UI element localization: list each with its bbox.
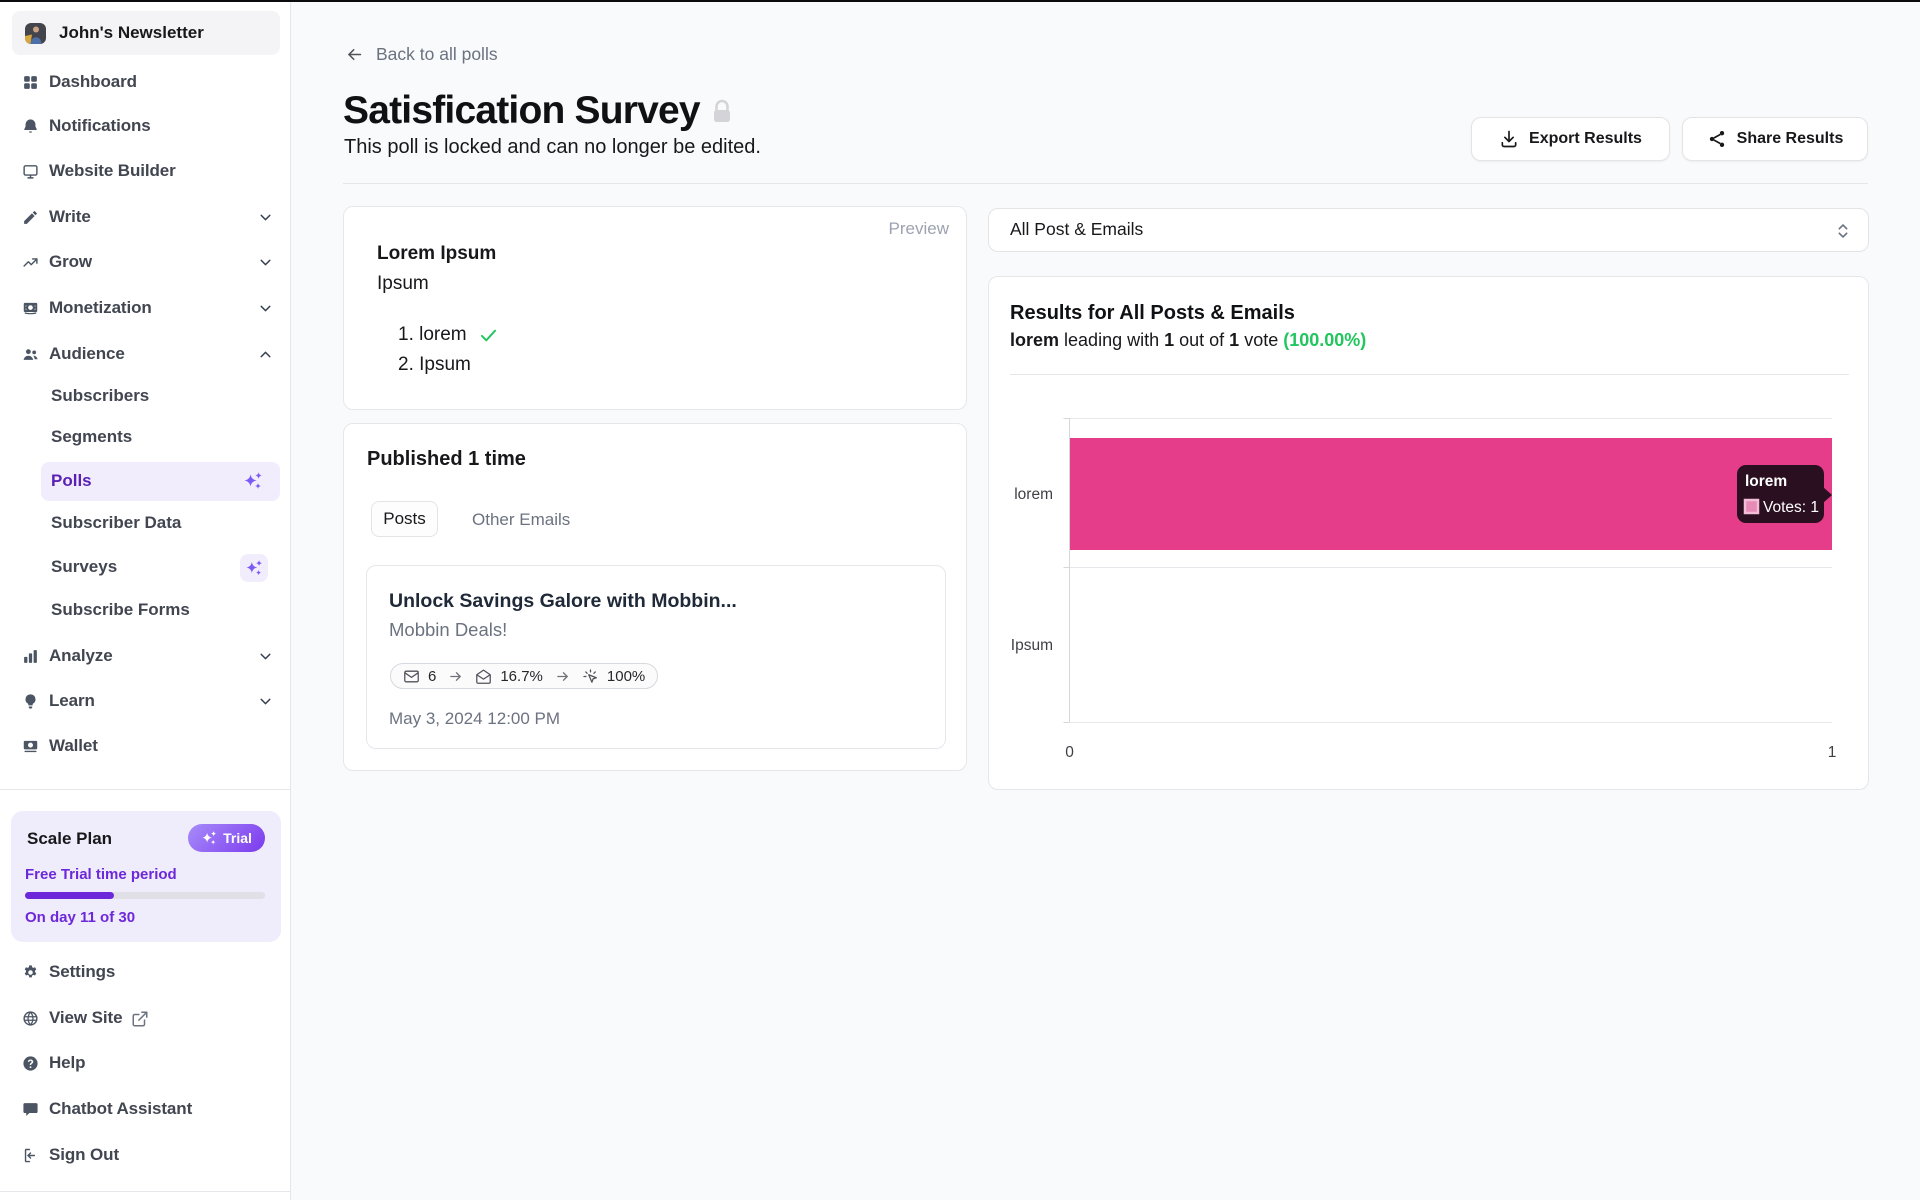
svg-text:lorem: lorem: [1745, 473, 1787, 490]
svg-text:0: 0: [1065, 744, 1074, 761]
svg-text:Votes: 1: Votes: 1: [1763, 499, 1819, 516]
svg-text:1: 1: [1828, 744, 1837, 761]
svg-text:Ipsum: Ipsum: [1011, 637, 1053, 654]
svg-text:lorem: lorem: [1014, 486, 1053, 503]
